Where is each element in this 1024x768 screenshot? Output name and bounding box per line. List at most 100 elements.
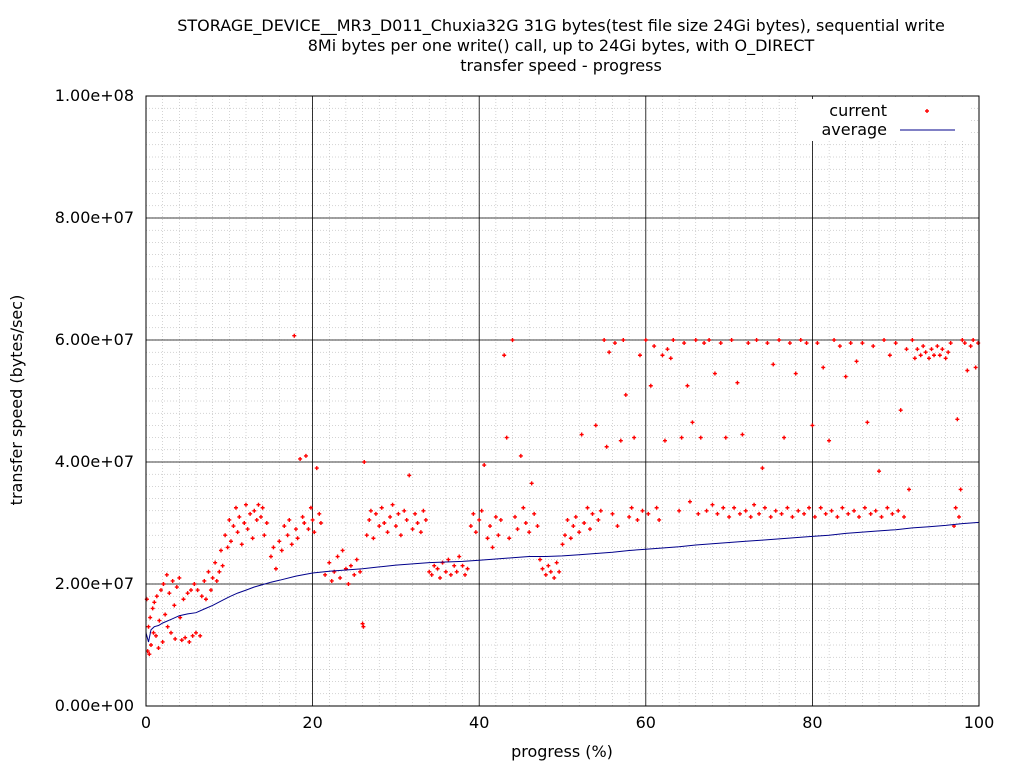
data-point [535, 524, 540, 529]
data-point [228, 539, 233, 544]
data-point [943, 356, 948, 361]
data-point [529, 481, 534, 486]
data-point [635, 517, 640, 522]
data-point [379, 505, 384, 510]
data-point [615, 524, 620, 529]
data-point [179, 638, 184, 643]
data-point [471, 511, 476, 516]
data-point [885, 505, 890, 510]
data-point [593, 423, 598, 428]
data-point [579, 432, 584, 437]
data-point [454, 569, 459, 574]
y-tick-label: 2.00e+07 [55, 574, 134, 593]
data-point [871, 344, 876, 349]
data-point [148, 615, 153, 620]
data-point [237, 514, 242, 519]
data-point [421, 508, 426, 513]
data-point [968, 344, 973, 349]
data-point [727, 514, 732, 519]
data-point [163, 612, 168, 617]
data-point [160, 639, 165, 644]
data-point [879, 514, 884, 519]
data-point [235, 530, 240, 535]
data-point [693, 338, 698, 342]
x-tick-label: 80 [802, 713, 822, 732]
y-tick-label: 4.00e+07 [55, 452, 134, 471]
data-point [865, 420, 870, 425]
data-point [271, 545, 276, 550]
data-point [632, 435, 637, 440]
data-point [925, 109, 929, 113]
data-point [973, 365, 978, 370]
data-point [702, 341, 707, 346]
data-point [242, 521, 247, 525]
data-point [193, 630, 198, 635]
legend-label-current: current [829, 101, 887, 120]
data-point [507, 536, 512, 541]
data-point [554, 560, 559, 565]
data-point [446, 557, 451, 562]
data-point [787, 341, 792, 346]
data-point [907, 487, 912, 492]
data-point [810, 423, 815, 428]
data-point [665, 347, 670, 352]
data-point [452, 563, 457, 568]
data-point [698, 435, 703, 440]
data-point [188, 588, 193, 593]
data-point [827, 438, 832, 443]
data-point [289, 542, 294, 547]
data-point [927, 356, 932, 361]
data-point [652, 344, 657, 349]
data-point [790, 514, 795, 519]
data-point [596, 517, 601, 522]
data-point [515, 527, 520, 532]
data-point [815, 341, 820, 346]
data-point [762, 505, 767, 510]
data-point [203, 597, 208, 602]
data-point [932, 353, 937, 358]
legend-background [800, 99, 970, 141]
data-point [158, 588, 163, 593]
x-axis: 0 20 40 60 80 100 [141, 713, 994, 732]
data-point [161, 582, 166, 586]
data-point [314, 466, 319, 471]
data-point [181, 597, 186, 602]
data-point [258, 514, 263, 519]
data-point [560, 542, 565, 547]
data-point [821, 365, 826, 370]
data-point [170, 578, 175, 583]
data-point [438, 575, 443, 580]
x-tick-label: 60 [636, 713, 656, 732]
data-point [302, 521, 307, 525]
data-point [585, 505, 590, 510]
data-point [679, 435, 684, 440]
data-point [223, 533, 228, 538]
data-point [231, 524, 236, 529]
data-point [743, 508, 748, 513]
data-point [310, 517, 315, 522]
data-point [373, 511, 378, 516]
data-point [857, 514, 862, 519]
data-point [168, 630, 173, 635]
data-point [282, 524, 287, 529]
data-point [912, 356, 917, 361]
data-point [323, 572, 328, 577]
data-point [498, 517, 503, 522]
data-point [843, 374, 848, 379]
data-point [710, 502, 715, 507]
legend-label-average: average [822, 120, 888, 139]
data-point [682, 341, 687, 346]
data-point [368, 508, 373, 513]
data-point [760, 466, 765, 471]
data-point [729, 338, 734, 342]
data-point [618, 438, 623, 443]
data-point [338, 575, 343, 580]
data-point [527, 530, 532, 535]
data-point [562, 533, 567, 538]
data-point [268, 554, 273, 559]
data-point [723, 435, 728, 440]
data-point [818, 505, 823, 510]
data-point [352, 572, 357, 577]
data-point [629, 505, 634, 510]
x-tick-label: 40 [469, 713, 489, 732]
